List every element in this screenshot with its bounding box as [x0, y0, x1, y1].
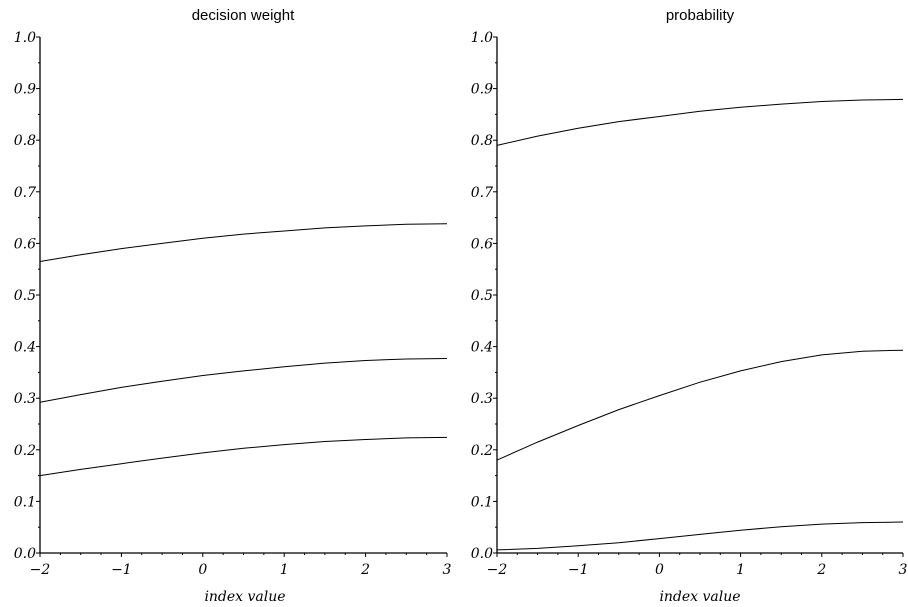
y-tick-label: 0.2	[471, 443, 493, 459]
x-tick-label: 3	[443, 562, 452, 578]
y-tick-label: 0.8	[14, 133, 36, 149]
x-axis-label: index value	[659, 589, 740, 605]
series-line-3	[39, 436, 448, 477]
x-tick-label: 1	[736, 562, 745, 578]
y-tick-label: 0.5	[14, 288, 36, 304]
x-tick-label: 0	[198, 562, 207, 578]
series-line-1	[496, 98, 904, 146]
series-line-2	[39, 358, 448, 403]
y-tick-label: 0.3	[471, 391, 493, 407]
x-tick-label: 2	[816, 562, 826, 578]
x-axis-label: index value	[204, 589, 285, 605]
y-tick-label: 0.1	[471, 494, 493, 510]
x-tick-label: 1	[280, 562, 289, 578]
series-line-3	[496, 521, 904, 551]
panel-decision-weight: decision weight index value 0.0 0.1 0.2 0.3…	[14, 7, 452, 605]
y-tick-label: 0.9	[14, 82, 36, 98]
y-tick-label: 0.7	[14, 185, 36, 201]
panel-probability: probability index value 0.0 0.1 0.2 0.3 0.4 0…	[471, 7, 908, 605]
x-tick-label: 3	[899, 562, 908, 578]
series-line-2	[496, 349, 904, 461]
x-tick-label: −1	[568, 562, 589, 578]
y-tick-label: 0.2	[14, 443, 36, 459]
x-tick-label: 0	[655, 562, 664, 578]
y-tick-label: 0.9	[471, 82, 493, 98]
x-tick-label: −1	[111, 562, 132, 578]
y-tick-label: 0.6	[14, 236, 36, 252]
y-tick-label: 0.4	[14, 340, 36, 356]
y-tick-label: 0.1	[14, 494, 36, 510]
y-tick-label: 0.0	[471, 546, 493, 562]
x-tick-label: 2	[360, 562, 370, 578]
y-tick-label: 0.6	[471, 236, 493, 252]
x-tick-label: −2	[30, 562, 51, 578]
y-tick-label: 0.5	[471, 288, 493, 304]
y-tick-label: 1.0	[14, 30, 36, 46]
y-tick-label: 0.3	[14, 391, 36, 407]
panel-title: decision weight	[192, 7, 295, 24]
panel-title: probability	[666, 7, 735, 24]
x-tick-label: −2	[487, 562, 508, 578]
y-tick-label: 0.4	[471, 340, 493, 356]
y-tick-label: 0.8	[471, 133, 493, 149]
series-line-1	[39, 223, 448, 262]
y-tick-label: 0.7	[471, 185, 493, 201]
y-tick-label: 0.0	[14, 546, 36, 562]
y-tick-label: 1.0	[471, 30, 493, 46]
